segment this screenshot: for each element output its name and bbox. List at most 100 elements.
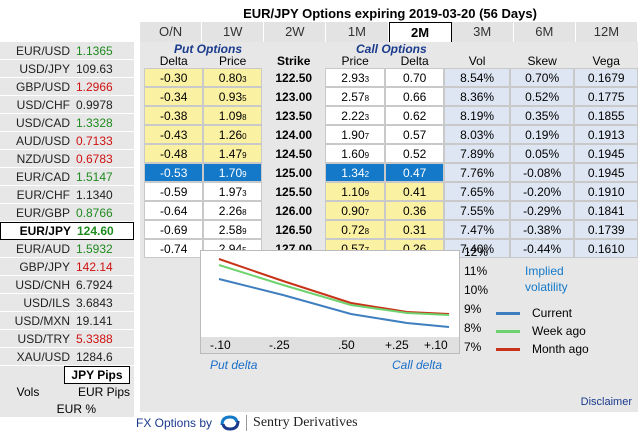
call-delta-cell[interactable]: 0.36 <box>384 201 445 220</box>
call-price-cell[interactable]: 1.907 <box>325 125 385 144</box>
put-price-cell-subpip: 9 <box>242 226 247 236</box>
vega-cell: 0.1775 <box>574 87 638 106</box>
vega-cell: 0.1679 <box>574 68 638 87</box>
footer-label: FX Options by <box>136 416 213 430</box>
eur-percent-option[interactable]: EUR % <box>56 401 96 416</box>
call-delta-cell[interactable]: 0.41 <box>384 182 445 201</box>
legend-item-current: Current <box>496 306 572 320</box>
pair-row-eur-cad[interactable]: EUR/CAD 1.5147 <box>0 168 134 186</box>
pair-row-eur-gbp[interactable]: EUR/GBP 0.8766 <box>0 204 134 222</box>
col-header-vega: Vega <box>592 54 620 68</box>
tab-1m[interactable]: 1M <box>326 22 389 42</box>
pair-row-usd-cad[interactable]: USD/CAD 1.3328 <box>0 114 134 132</box>
tab-6m[interactable]: 6M <box>513 22 576 42</box>
put-delta-cell[interactable]: -0.34 <box>144 87 204 106</box>
strike-cell: 122.50 <box>262 68 326 87</box>
put-delta-cell[interactable]: -0.38 <box>144 106 204 125</box>
pair-row-usd-cnh[interactable]: USD/CNH 6.7924 <box>0 276 134 294</box>
skew-cell: 0.19% <box>509 125 575 144</box>
footer-divider <box>246 415 248 431</box>
put-price-cell-value: 0.93 <box>218 89 243 104</box>
call-delta-cell[interactable]: 0.70 <box>384 68 445 87</box>
call-price-cell-subpip: 8 <box>364 226 370 236</box>
pair-row-eur-aud[interactable]: EUR/AUD 1.5932 <box>0 240 134 258</box>
call-delta-cell[interactable]: 0.57 <box>384 125 445 144</box>
put-price-cell-subpip: 9 <box>242 150 247 160</box>
put-delta-cell[interactable]: -0.59 <box>144 182 204 201</box>
put-delta-cell[interactable]: -0.74 <box>144 239 204 258</box>
tab-2m[interactable]: 2M <box>388 22 452 42</box>
put-price-cell[interactable]: 1.973 <box>203 182 262 201</box>
tab-3m[interactable]: 3M <box>451 22 514 42</box>
skew-cell-value: 0.52% <box>525 89 560 104</box>
pair-row-gbp-jpy[interactable]: GBP/JPY 142.14 <box>0 258 134 276</box>
pair-row-usd-chf[interactable]: USD/CHF 0.9978 <box>0 96 134 114</box>
pair-row-nzd-usd[interactable]: NZD/USD 0.6783 <box>0 150 134 168</box>
call-options-heading: Call Options <box>356 42 427 56</box>
pair-rate: 19.141 <box>76 313 113 328</box>
pair-row-usd-jpy[interactable]: USD/JPY 109.63 <box>0 60 134 78</box>
call-price-cell[interactable]: 1.109 <box>325 182 385 201</box>
tab-12m[interactable]: 12M <box>575 22 638 42</box>
call-delta-cell[interactable]: 0.47 <box>384 163 445 182</box>
put-delta-cell[interactable]: -0.69 <box>144 220 204 239</box>
put-price-cell[interactable]: 1.098 <box>203 106 262 125</box>
skew-cell-value: 0.19% <box>525 127 560 142</box>
put-price-cell[interactable]: 1.260 <box>203 125 262 144</box>
call-delta-cell-value: 0.52 <box>402 146 427 161</box>
vega-cell-value: 0.1945 <box>587 165 625 180</box>
table-row: -0.69 2.589 126.50 0.728 0.31 7.47% -0.38% 0.17… <box>144 220 638 239</box>
pair-row-usd-ils[interactable]: USD/ILS 3.6843 <box>0 294 134 312</box>
call-price-cell[interactable]: 0.907 <box>325 201 385 220</box>
pair-row-aud-usd[interactable]: AUD/USD 0.7133 <box>0 132 134 150</box>
pair-row-eur-chf[interactable]: EUR/CHF 1.1340 <box>0 186 134 204</box>
tab-on[interactable]: O/N <box>140 22 203 42</box>
put-price-cell[interactable]: 2.589 <box>203 220 262 239</box>
put-price-cell[interactable]: 1.479 <box>203 144 262 163</box>
pair-row-eur-jpy[interactable]: EUR/JPY 124.60 <box>0 222 134 240</box>
pair-row-gbp-usd[interactable]: GBP/USD 1.2966 <box>0 78 134 96</box>
vol-cell: 7.76% <box>444 163 510 182</box>
put-delta-cell[interactable]: -0.48 <box>144 144 204 163</box>
call-delta-cell[interactable]: 0.52 <box>384 144 445 163</box>
col-header-price: Price <box>219 54 247 68</box>
pair-name: GBP/USD <box>15 79 70 94</box>
call-price-cell-value: 1.60 <box>341 146 365 161</box>
put-price-cell[interactable]: 0.935 <box>203 87 262 106</box>
call-delta-cell[interactable]: 0.66 <box>384 87 445 106</box>
tab-1w[interactable]: 1W <box>202 22 265 42</box>
put-delta-cell[interactable]: -0.43 <box>144 125 204 144</box>
call-price-cell[interactable]: 0.728 <box>325 220 385 239</box>
call-price-cell[interactable]: 2.223 <box>325 106 385 125</box>
call-price-cell[interactable]: 2.578 <box>325 87 385 106</box>
vol-smile-chart <box>200 250 460 354</box>
disclaimer-link[interactable]: Disclaimer <box>580 396 632 408</box>
pair-row-usd-try[interactable]: USD/TRY 5.3388 <box>0 330 134 348</box>
put-delta-cell[interactable]: -0.64 <box>144 201 204 220</box>
call-price-cell[interactable]: 1.609 <box>325 144 385 163</box>
pair-row-xau-usd[interactable]: XAU/USD 1284.6 <box>0 348 134 366</box>
jpy-pips-button[interactable]: JPY Pips <box>64 365 130 384</box>
skew-cell: -0.08% <box>509 163 575 182</box>
pair-row-usd-mxn[interactable]: USD/MXN 19.141 <box>0 312 134 330</box>
call-delta-cell-value: 0.62 <box>402 108 427 123</box>
put-delta-cell[interactable]: -0.30 <box>144 68 204 87</box>
put-price-cell[interactable]: 1.709 <box>203 163 262 182</box>
x-tick-label: .50 <box>338 338 355 352</box>
call-price-cell[interactable]: 1.342 <box>325 163 385 182</box>
legend-label: Month ago <box>532 342 589 356</box>
call-delta-cell[interactable]: 0.62 <box>384 106 445 125</box>
put-price-cell[interactable]: 0.803 <box>203 68 262 87</box>
pair-row-eur-usd[interactable]: EUR/USD 1.1365 <box>0 42 134 60</box>
strike-cell: 124.50 <box>262 144 326 163</box>
call-delta-cell[interactable]: 0.31 <box>384 220 445 239</box>
put-price-cell[interactable]: 2.268 <box>203 201 262 220</box>
call-price-cell[interactable]: 2.933 <box>325 68 385 87</box>
put-delta-cell-value: -0.30 <box>160 70 188 85</box>
vol-cell-value: 7.89% <box>460 146 495 161</box>
eur-pips-option[interactable]: EUR Pips <box>77 384 130 399</box>
put-price-cell-subpip: 0 <box>242 131 247 141</box>
call-price-cell-value: 2.93 <box>341 70 365 85</box>
tab-2w[interactable]: 2W <box>264 22 327 42</box>
put-delta-cell[interactable]: -0.53 <box>144 163 204 182</box>
